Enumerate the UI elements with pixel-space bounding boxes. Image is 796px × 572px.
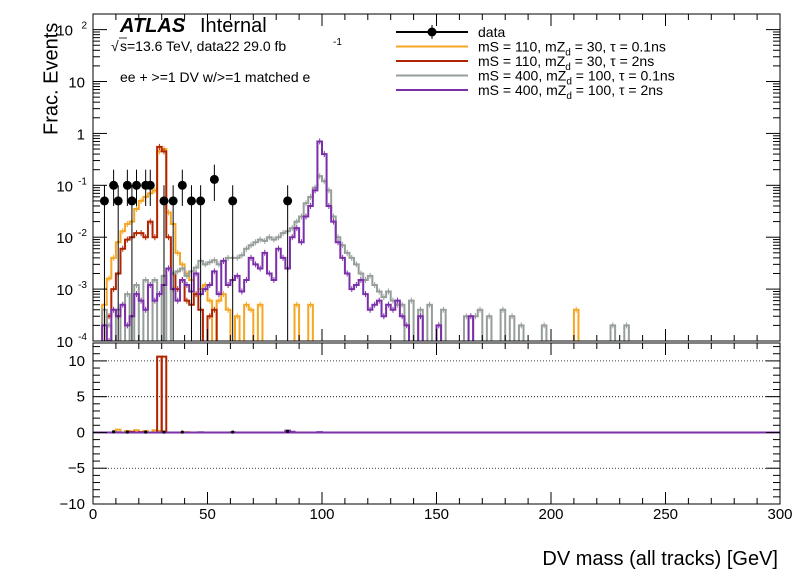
x-tick-label: 100 — [309, 506, 334, 523]
ratio-data-point — [144, 430, 148, 434]
atlas-text: ATLAS — [119, 15, 186, 37]
y-tick-label: 10 — [56, 230, 73, 247]
ratio-data-point — [112, 430, 116, 434]
x-tick-label: 250 — [653, 506, 678, 523]
series-line-2 — [105, 145, 218, 341]
data-point — [168, 196, 178, 206]
legend-label-3: mS = 400, mZd = 100, τ = 0.1ns — [478, 68, 675, 88]
legend-label-1: mS = 110, mZd = 30, τ = 0.1ns — [478, 39, 666, 59]
data-point — [99, 196, 109, 206]
x-axis-label: DV mass (all tracks) [GeV] — [542, 548, 778, 570]
lumi-exponent: -1 — [333, 37, 342, 48]
data-point — [209, 174, 219, 184]
ratio-data-point — [180, 430, 184, 434]
ratio-bar-2 — [160, 355, 168, 433]
y-tick-label: 1 — [77, 126, 85, 143]
x-tick-label: 300 — [767, 506, 792, 523]
ratio-data-point — [125, 430, 129, 434]
y-axis-label: Frac. Events — [40, 23, 62, 135]
legend-label-4: mS = 400, mZd = 100, τ = 2ns — [478, 82, 663, 102]
ratio-series — [93, 355, 780, 434]
y-tick-label: 10 — [56, 282, 73, 299]
sqrt-symbol: √ — [111, 38, 119, 54]
x-tick-label: 150 — [424, 506, 449, 523]
data-point — [283, 196, 293, 206]
data-point — [228, 196, 238, 206]
ratio-y-tick-label: −5 — [68, 460, 85, 477]
data-point — [186, 196, 196, 206]
data-point — [132, 180, 142, 190]
ratio-bar-1 — [114, 428, 122, 433]
ratio-y-tick-label: −10 — [60, 496, 85, 513]
y-tick-label: 10 — [56, 23, 73, 40]
ratio-panel: 0 50 100 150 200 250 300 −10 −5 0 5 10 — [60, 342, 793, 523]
y-tick-exponent: 2 — [81, 21, 87, 32]
top-series — [99, 138, 630, 341]
selection-label: ee + >=1 DV w/>=1 matched e — [120, 69, 311, 85]
y-tick-exponent: -2 — [78, 228, 87, 239]
x-tick-label: 200 — [538, 506, 563, 523]
y-tick-label: 10 — [56, 178, 73, 195]
x-tick-label: 50 — [199, 506, 216, 523]
data-point — [122, 180, 132, 190]
data-point — [196, 196, 206, 206]
data-point — [145, 180, 155, 190]
ratio-y-tick-label: 0 — [77, 424, 85, 441]
y-tick-label: 10 — [68, 75, 85, 92]
internal-text: Internal — [200, 15, 267, 37]
data-point — [113, 196, 123, 206]
data-point — [109, 180, 119, 190]
ratio-data-point — [162, 430, 166, 434]
data-point — [159, 196, 169, 206]
data-point — [177, 180, 187, 190]
legend-marker — [427, 27, 437, 37]
ratio-y-tick-label: 5 — [77, 389, 85, 406]
y-tick-exponent: -3 — [78, 280, 87, 291]
sqrt-s-text: s=13.6 TeV, data22 29.0 fb — [120, 38, 286, 54]
energy-lumi-label: √ s=13.6 TeV, data22 29.0 fb -1 — [111, 37, 342, 54]
atlas-label: ATLAS Internal — [119, 15, 267, 37]
ratio-y-tick-label: 10 — [68, 353, 85, 370]
y-tick-exponent: -1 — [78, 176, 87, 187]
ratio-data-point — [286, 429, 290, 433]
legend-label-0: data — [478, 24, 505, 40]
ratio-data-point — [231, 430, 235, 434]
legend-label-2: mS = 110, mZd = 30, τ = 2ns — [478, 53, 654, 73]
y-tick-label: 10 — [56, 334, 73, 351]
x-tick-label: 0 — [89, 506, 97, 523]
data-point — [127, 196, 137, 206]
top-panel: 10 -4 10 -3 10 -2 10 -1 1 10 10 2 — [56, 13, 781, 351]
y-tick-exponent: -4 — [78, 332, 87, 343]
